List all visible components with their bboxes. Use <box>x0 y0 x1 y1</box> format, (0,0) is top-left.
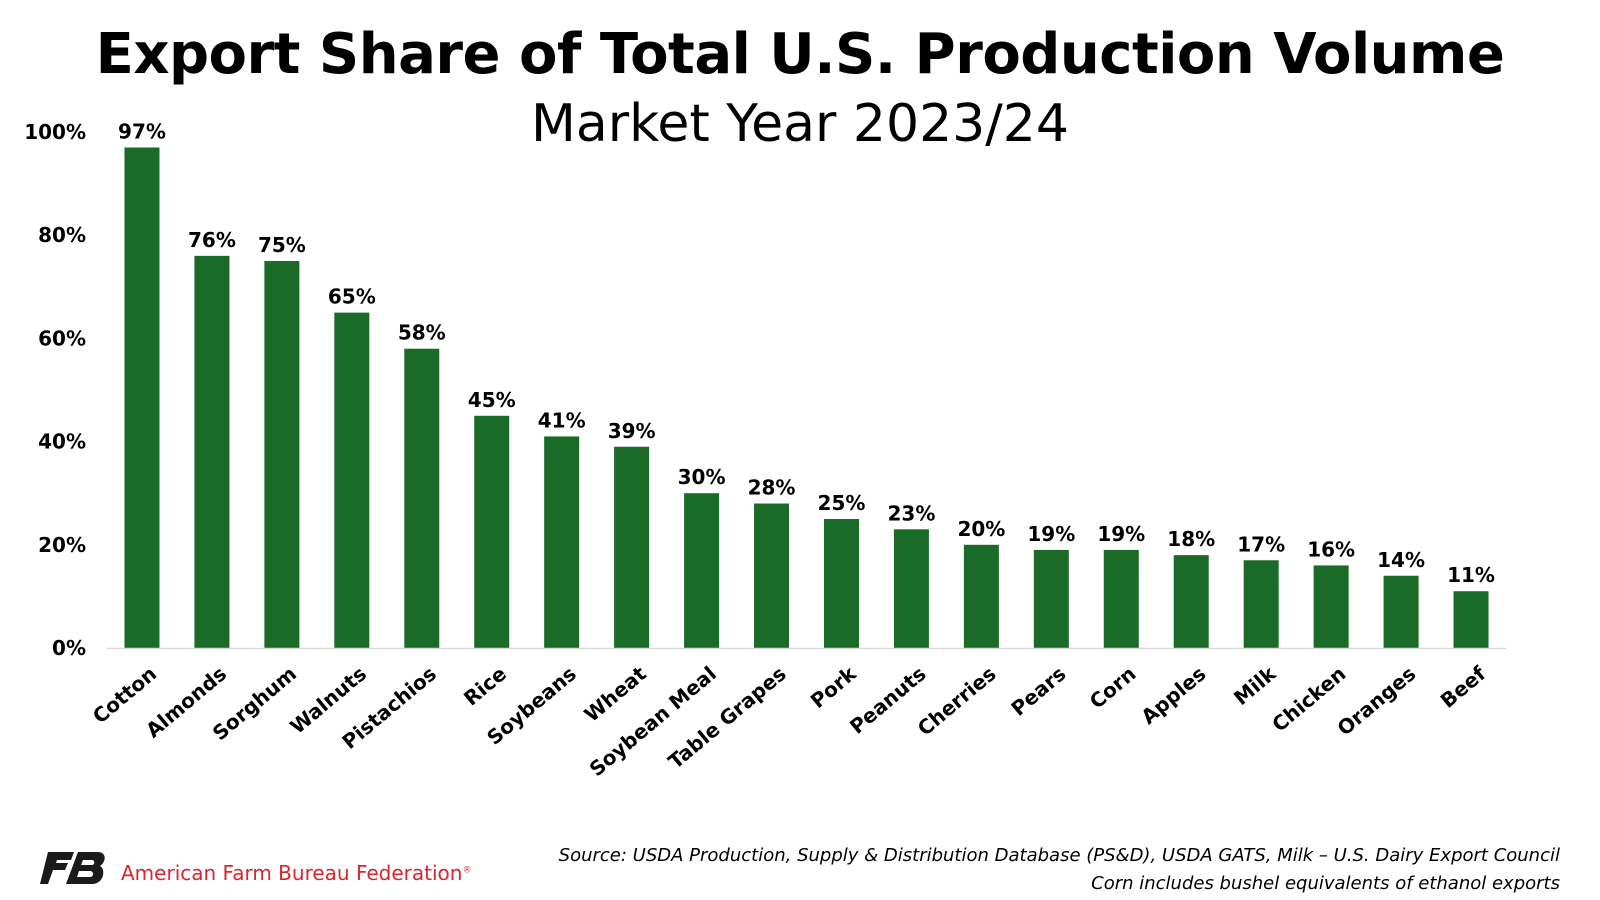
data-label: 23% <box>887 501 935 525</box>
organization-name-text: American Farm Bureau Federation <box>121 861 463 885</box>
bar <box>1383 575 1419 648</box>
category-label: Apples <box>1136 661 1210 729</box>
data-labels: 97% 76% 75% 65% 58% 45% 41% 39% 30% 28% 25% 23% 20% 1… <box>118 119 1495 587</box>
bar <box>614 446 650 648</box>
bar <box>823 519 859 648</box>
category-label: Table Grapes <box>664 661 791 773</box>
category-label: Beef <box>1436 661 1491 712</box>
data-label: 19% <box>1097 522 1145 546</box>
y-tick-label: 60% <box>38 326 86 350</box>
source-line: Source: USDA Production, Supply & Distri… <box>558 845 1560 866</box>
category-label: Oranges <box>1333 661 1421 740</box>
category-label: Cherries <box>913 661 1001 740</box>
bar <box>124 147 160 649</box>
data-label: 58% <box>398 321 446 345</box>
data-label: 76% <box>188 228 236 252</box>
category-label: Corn <box>1085 661 1141 713</box>
chart-title: Export Share of Total U.S. Production Vo… <box>95 22 1505 87</box>
bar <box>1103 549 1139 648</box>
data-label: 20% <box>957 517 1005 541</box>
data-label: 45% <box>468 388 516 412</box>
bar <box>1453 591 1489 648</box>
bar <box>1173 555 1209 648</box>
data-label: 25% <box>818 491 866 515</box>
chart-subtitle: Market Year 2023/24 <box>531 94 1069 154</box>
bar <box>1243 560 1279 648</box>
source-note: Source: USDA Production, Supply & Distri… <box>559 842 1560 898</box>
bar-chart: 0% 20% 40% 60% 80% 100% 97% 76% 75% 65% 58% 45% 41%… <box>24 119 1506 781</box>
data-label: 97% <box>118 119 166 143</box>
footnote-line: Corn includes bushel equivalents of etha… <box>1091 873 1560 894</box>
data-label: 65% <box>328 285 376 309</box>
bar <box>684 493 720 648</box>
data-label: 41% <box>538 408 586 432</box>
bar <box>194 255 230 648</box>
y-tick-label: 100% <box>24 120 86 144</box>
y-tick-label: 40% <box>38 430 86 454</box>
organization-name: American Farm Bureau Federation® <box>121 861 471 885</box>
bar <box>1313 565 1349 648</box>
category-label: Milk <box>1229 661 1281 710</box>
bar <box>264 261 300 648</box>
bar <box>963 544 999 648</box>
category-label: Pork <box>806 661 861 713</box>
data-label: 75% <box>258 233 306 257</box>
category-label: Pears <box>1006 661 1070 720</box>
bar <box>1033 549 1069 648</box>
data-label: 19% <box>1027 522 1075 546</box>
bar <box>474 415 510 648</box>
data-label: 30% <box>678 465 726 489</box>
bar <box>754 503 790 648</box>
category-label: Rice <box>459 661 511 710</box>
registered-mark: ® <box>462 865 472 876</box>
data-label: 18% <box>1167 527 1215 551</box>
category-label: Soybean Meal <box>585 661 721 781</box>
data-label: 39% <box>608 419 656 443</box>
y-axis-ticks: 0% 20% 40% 60% 80% 100% <box>24 120 86 660</box>
data-label: 17% <box>1237 532 1285 556</box>
data-label: 28% <box>748 476 796 500</box>
bar <box>893 529 929 648</box>
y-tick-label: 80% <box>38 223 86 247</box>
data-label: 16% <box>1307 537 1355 561</box>
bar <box>334 312 370 648</box>
bar <box>544 436 580 648</box>
data-label: 14% <box>1377 548 1425 572</box>
data-label: 11% <box>1447 563 1495 587</box>
afbf-logo-icon <box>40 852 105 884</box>
y-tick-label: 20% <box>38 533 86 557</box>
y-tick-label: 0% <box>52 636 86 660</box>
bar <box>404 348 440 648</box>
bar-series <box>124 147 1489 649</box>
